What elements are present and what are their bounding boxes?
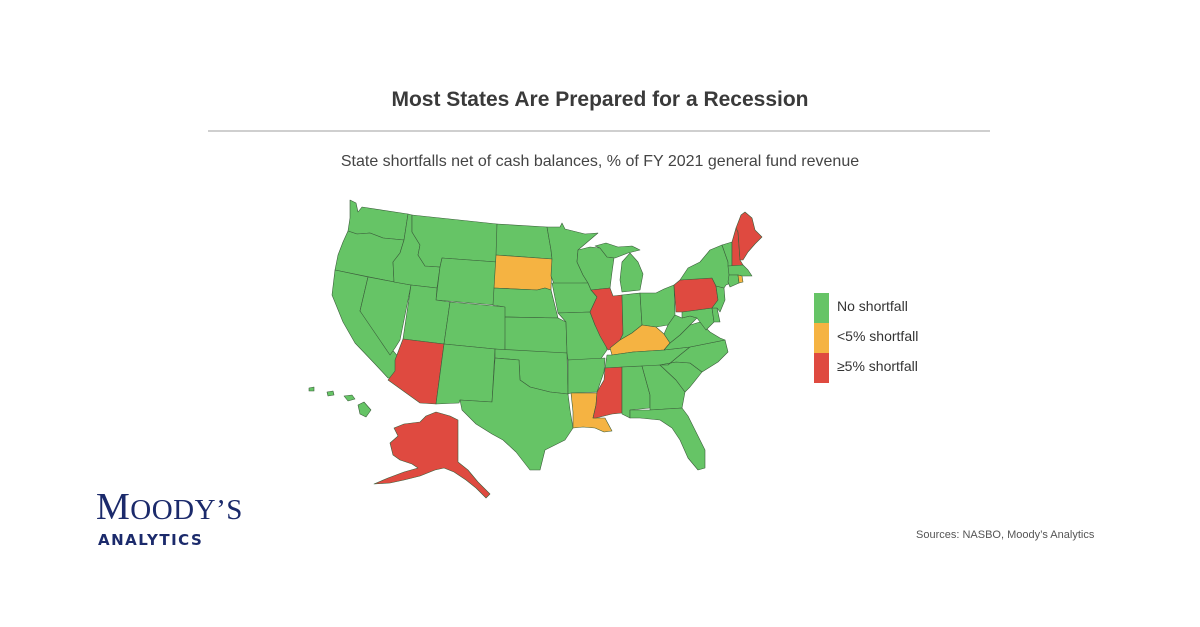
legend-label: ≥5% shortfall bbox=[837, 358, 918, 374]
state-texas bbox=[459, 357, 574, 471]
logo-subtitle: ANALYTICS bbox=[98, 531, 204, 549]
source-note: Sources: NASBO, Moody’s Analytics bbox=[916, 529, 1095, 541]
state-new-jersey bbox=[711, 285, 726, 313]
state-michigan bbox=[619, 252, 644, 293]
state-massachusetts bbox=[727, 264, 753, 277]
state-arizona bbox=[387, 338, 445, 405]
legend-label: No shortfall bbox=[837, 298, 908, 314]
state-colorado bbox=[443, 301, 507, 351]
state-hawaii-kauai bbox=[308, 386, 315, 392]
moodys-analytics-logo: MOODY’S ANALYTICS bbox=[96, 488, 243, 549]
state-hawaii-maui bbox=[343, 394, 356, 402]
state-maine bbox=[735, 211, 763, 261]
state-wisconsin bbox=[576, 246, 615, 291]
state-north-dakota bbox=[495, 223, 553, 260]
state-hawaii-big bbox=[357, 401, 372, 418]
state-north-carolina bbox=[659, 339, 729, 373]
legend-swatch-green bbox=[814, 293, 829, 323]
state-florida bbox=[629, 407, 706, 471]
logo-rest: OODY’S bbox=[130, 494, 243, 526]
legend-swatch-orange bbox=[814, 323, 829, 353]
state-south-dakota bbox=[493, 254, 553, 291]
chart-title: Most States Are Prepared for a Recession bbox=[391, 88, 809, 111]
logo-wordmark: MOODY’S bbox=[96, 488, 243, 529]
logo-initial: M bbox=[96, 486, 131, 528]
legend-swatch-red bbox=[814, 353, 829, 383]
state-kansas bbox=[504, 316, 568, 354]
state-connecticut bbox=[727, 274, 740, 288]
state-michigan-upper bbox=[594, 242, 641, 259]
title-divider bbox=[208, 130, 990, 132]
legend-label: <5% shortfall bbox=[837, 328, 919, 344]
state-alaska bbox=[373, 411, 491, 499]
chart-subtitle: State shortfalls net of cash balances, %… bbox=[340, 153, 860, 170]
state-rhode-island bbox=[737, 274, 744, 284]
state-pennsylvania bbox=[673, 277, 719, 313]
state-hawaii-oahu bbox=[326, 390, 335, 397]
state-wyoming bbox=[435, 257, 498, 306]
state-ohio bbox=[639, 284, 676, 328]
state-new-mexico bbox=[435, 343, 496, 405]
